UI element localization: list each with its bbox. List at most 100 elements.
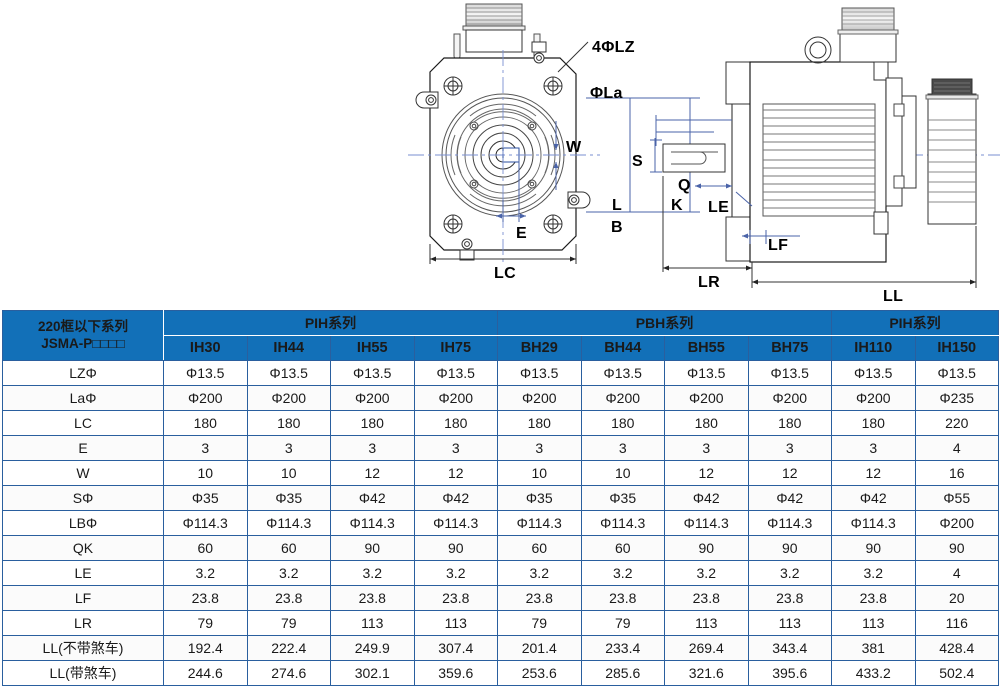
table-cell: Φ200 bbox=[330, 385, 415, 411]
table-cell: Φ114.3 bbox=[246, 510, 331, 536]
table-cell: 233.4 bbox=[580, 635, 665, 661]
column-header-ih75: IH75 bbox=[413, 335, 498, 361]
group-header-pbh: PBH系列 bbox=[497, 310, 832, 336]
table-cell: Φ13.5 bbox=[163, 360, 248, 386]
column-header-ih110: IH110 bbox=[831, 335, 916, 361]
table-cell: Φ35 bbox=[580, 485, 665, 511]
table-row: LZΦ Φ13.5 Φ13.5 Φ13.5 Φ13.5 Φ13.5 Φ13.5 Φ13.5 Φ1… bbox=[2, 360, 999, 386]
table-cell: 307.4 bbox=[413, 635, 498, 661]
table-cell: 222.4 bbox=[246, 635, 331, 661]
table-cell: Φ13.5 bbox=[914, 360, 999, 386]
label-q: Q bbox=[678, 177, 691, 194]
table-cell: 113 bbox=[330, 610, 415, 636]
column-header-ih55: IH55 bbox=[330, 335, 415, 361]
table-cell: 180 bbox=[163, 410, 248, 436]
column-header-ih44: IH44 bbox=[246, 335, 331, 361]
table-cell: Φ200 bbox=[664, 385, 749, 411]
table-cell: 60 bbox=[497, 535, 582, 561]
row-label: LC bbox=[2, 410, 164, 436]
group-header-pih-2: PIH系列 bbox=[831, 310, 999, 336]
table-cell: 285.6 bbox=[580, 660, 665, 686]
group-header-pih-1: PIH系列 bbox=[163, 310, 498, 336]
table-cell: Φ42 bbox=[747, 485, 832, 511]
table-cell: 20 bbox=[914, 585, 999, 611]
table-cell: 12 bbox=[747, 460, 832, 486]
label-lc: LC bbox=[494, 265, 516, 282]
table-cell: Φ114.3 bbox=[163, 510, 248, 536]
table-cell: 23.8 bbox=[497, 585, 582, 611]
row-label: LR bbox=[2, 610, 164, 636]
table-cell: Φ200 bbox=[580, 385, 665, 411]
table-cell: 12 bbox=[664, 460, 749, 486]
dimension-table-wrapper: 220框以下系列 JSMA-P□□□□ PIH系列 PBH系列 PIH系列 IH… bbox=[2, 310, 999, 686]
corner-line-1: 220框以下系列 bbox=[37, 318, 129, 334]
table-cell: 4 bbox=[914, 560, 999, 586]
row-label: SΦ bbox=[2, 485, 164, 511]
table-cell: Φ13.5 bbox=[664, 360, 749, 386]
column-header-ih150: IH150 bbox=[914, 335, 999, 361]
table-cell: Φ55 bbox=[914, 485, 999, 511]
table-cell: 180 bbox=[246, 410, 331, 436]
table-cell: 220 bbox=[914, 410, 999, 436]
corner-line-2: JSMA-P□□□□ bbox=[41, 335, 125, 351]
table-cell: 433.2 bbox=[831, 660, 916, 686]
column-header-bh44: BH44 bbox=[580, 335, 665, 361]
table-cell: 3.2 bbox=[831, 560, 916, 586]
table-cell: 23.8 bbox=[580, 585, 665, 611]
table-cell: 253.6 bbox=[497, 660, 582, 686]
table-cell: 3 bbox=[747, 435, 832, 461]
table-cell: 10 bbox=[163, 460, 248, 486]
table-cell: Φ200 bbox=[914, 510, 999, 536]
table-cell: Φ13.5 bbox=[580, 360, 665, 386]
table-cell: Φ13.5 bbox=[246, 360, 331, 386]
label-phi-la: ΦLa bbox=[590, 85, 623, 102]
label-b: B bbox=[611, 219, 623, 236]
table-cell: 180 bbox=[413, 410, 498, 436]
table-cell: 90 bbox=[914, 535, 999, 561]
table-cell: Φ114.3 bbox=[747, 510, 832, 536]
column-header-bh75: BH75 bbox=[747, 335, 832, 361]
table-cell: 79 bbox=[580, 610, 665, 636]
table-cell: Φ200 bbox=[831, 385, 916, 411]
table-head: 220框以下系列 JSMA-P□□□□ PIH系列 PBH系列 PIH系列 IH… bbox=[2, 310, 999, 361]
table-body: LZΦ Φ13.5 Φ13.5 Φ13.5 Φ13.5 Φ13.5 Φ13.5 Φ13.5 Φ1… bbox=[2, 360, 999, 686]
table-cell: Φ42 bbox=[413, 485, 498, 511]
table-cell: 343.4 bbox=[747, 635, 832, 661]
table-cell: 113 bbox=[413, 610, 498, 636]
label-s: S bbox=[632, 153, 643, 170]
table-cell: Φ35 bbox=[497, 485, 582, 511]
table-cell: 180 bbox=[664, 410, 749, 436]
table-cell: 113 bbox=[831, 610, 916, 636]
table-row: LL(带煞车) 244.6 274.6 302.1 359.6 253.6 285.6 321… bbox=[2, 660, 999, 686]
table-corner-header: 220框以下系列 JSMA-P□□□□ bbox=[2, 310, 164, 361]
table-cell: 116 bbox=[914, 610, 999, 636]
table-cell: Φ114.3 bbox=[580, 510, 665, 536]
row-label: LaΦ bbox=[2, 385, 164, 411]
table-cell: Φ35 bbox=[246, 485, 331, 511]
table-cell: Φ235 bbox=[914, 385, 999, 411]
table-cell: 10 bbox=[246, 460, 331, 486]
table-cell: 249.9 bbox=[330, 635, 415, 661]
table-cell: 3.2 bbox=[246, 560, 331, 586]
table-cell: 23.8 bbox=[330, 585, 415, 611]
label-w: W bbox=[566, 139, 582, 156]
table-cell: Φ114.3 bbox=[664, 510, 749, 536]
label-e: E bbox=[516, 225, 527, 242]
table-cell: 180 bbox=[330, 410, 415, 436]
motor-dimension-drawing bbox=[408, 3, 1000, 288]
dimension-table: 220框以下系列 JSMA-P□□□□ PIH系列 PBH系列 PIH系列 IH… bbox=[2, 310, 999, 686]
table-cell: 3 bbox=[246, 435, 331, 461]
table-cell: 4 bbox=[914, 435, 999, 461]
table-cell: 3 bbox=[831, 435, 916, 461]
table-cell: 90 bbox=[664, 535, 749, 561]
row-label: W bbox=[2, 460, 164, 486]
table-cell: 274.6 bbox=[246, 660, 331, 686]
table-row: LR 79 79 113 113 79 79 113 113 113 116 bbox=[2, 610, 999, 636]
table-cell: 23.8 bbox=[246, 585, 331, 611]
table-cell: 302.1 bbox=[330, 660, 415, 686]
table-cell: 60 bbox=[163, 535, 248, 561]
table-cell: 79 bbox=[246, 610, 331, 636]
label-le: LE bbox=[708, 199, 730, 216]
table-cell: 79 bbox=[163, 610, 248, 636]
table-cell: Φ200 bbox=[497, 385, 582, 411]
